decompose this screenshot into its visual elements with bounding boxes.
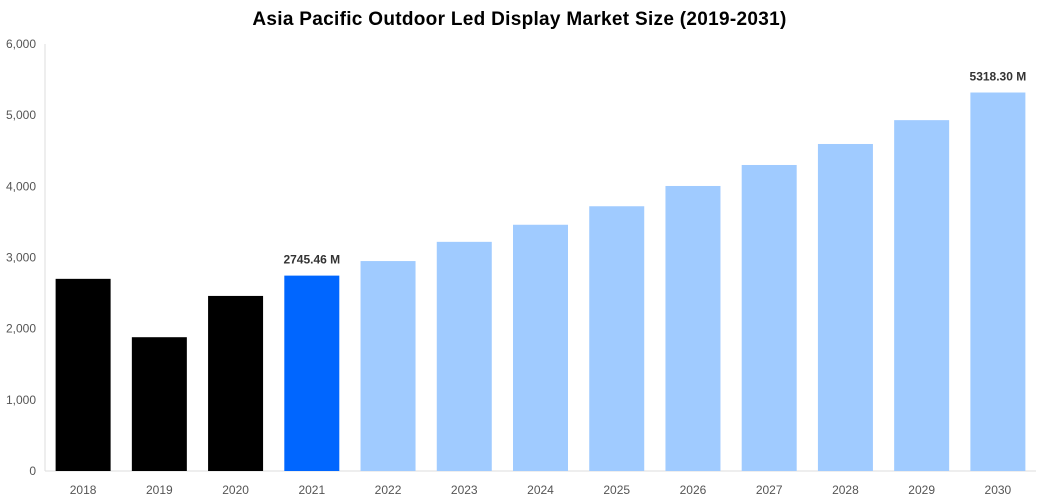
bar-2025: [589, 206, 645, 471]
bar-2018: [55, 278, 111, 471]
x-tick-label: 2018: [70, 483, 97, 497]
bar-2023: [436, 241, 492, 471]
x-tick-label: 2028: [832, 483, 859, 497]
chart-title: Asia Pacific Outdoor Led Display Market …: [252, 9, 787, 30]
bar-2027: [741, 164, 797, 471]
y-tick-label: 1,000: [6, 393, 36, 407]
y-tick-label: 3,000: [6, 251, 36, 265]
y-tick-label: 5,000: [6, 108, 36, 122]
x-tick-label: 2019: [146, 483, 173, 497]
data-label-2021: 2745.46 M: [283, 253, 340, 267]
data-label-2030: 5318.30 M: [970, 70, 1027, 84]
y-tick-label: 2,000: [6, 322, 36, 336]
x-tick-label: 2021: [298, 483, 325, 497]
x-tick-label: 2025: [603, 483, 630, 497]
x-tick-label: 2027: [756, 483, 783, 497]
y-tick-label: 0: [29, 464, 36, 478]
bar-2030: [970, 92, 1026, 472]
bar-2028: [817, 143, 873, 471]
x-tick-label: 2030: [985, 483, 1012, 497]
bar-2026: [665, 185, 721, 472]
x-tick-label: 2029: [908, 483, 935, 497]
x-tick-label: 2020: [222, 483, 249, 497]
bar-2021: [284, 275, 340, 471]
bar-2019: [131, 337, 187, 471]
bar-2024: [513, 224, 568, 471]
y-tick-label: 4,000: [6, 179, 36, 193]
bar-2029: [894, 120, 950, 472]
x-tick-label: 2022: [375, 483, 402, 497]
x-tick-label: 2023: [451, 483, 478, 497]
x-tick-label: 2024: [527, 483, 554, 497]
bar-2020: [208, 295, 264, 471]
x-tick-label: 2026: [680, 483, 707, 497]
bar-2022: [360, 261, 416, 471]
y-tick-label: 6,000: [6, 37, 36, 51]
